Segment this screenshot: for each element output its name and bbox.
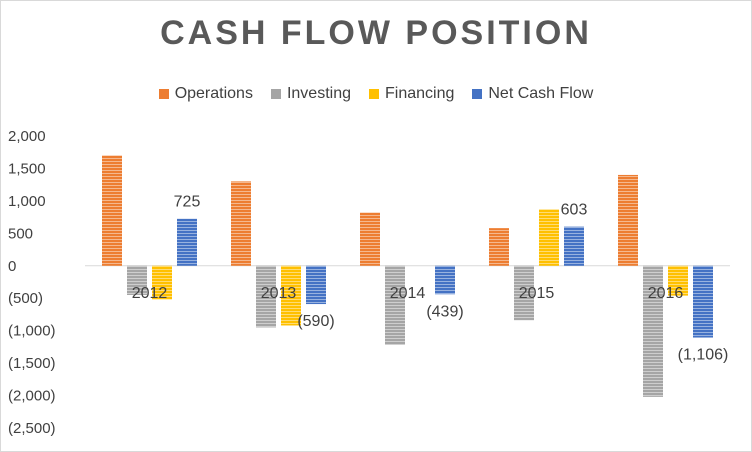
data-label-net-cash-flow: (1,106) — [678, 347, 729, 364]
bar-financing-2012 — [152, 265, 172, 300]
bar-investing-2015 — [514, 265, 534, 321]
bar-net-cash-flow-2014 — [435, 265, 455, 295]
y-tick-label: (1,500) — [8, 355, 56, 372]
legend-label-operations: Operations — [174, 85, 253, 102]
y-tick-label: (2,500) — [8, 420, 56, 437]
y-tick-label: (1,000) — [8, 323, 56, 340]
bar-financing-2013 — [281, 265, 301, 326]
legend-item-net-cash-flow: Net Cash Flow — [472, 85, 593, 103]
legend-swatch-operations — [158, 89, 169, 99]
legend-swatch-financing — [369, 89, 379, 99]
legend-item-investing: Investing — [270, 85, 351, 103]
bar-net-cash-flow-2012 — [177, 218, 197, 266]
y-tick-label: 2,000 — [8, 128, 46, 145]
bar-operations-2013 — [231, 181, 251, 266]
y-tick-label: 500 — [8, 225, 33, 242]
bar-investing-2016 — [643, 265, 663, 397]
data-label-net-cash-flow: 603 — [561, 202, 588, 219]
chart-title: CASH FLOW POSITION — [160, 14, 592, 52]
bar-operations-2014 — [360, 212, 380, 266]
legend-label-financing: Financing — [385, 85, 455, 102]
x-category-label: 2016 — [648, 285, 684, 302]
legend-item-financing: Financing — [369, 85, 454, 103]
legend-swatch-investing — [270, 89, 281, 99]
x-category-label: 2012 — [132, 285, 168, 302]
bar-investing-2013 — [256, 265, 276, 328]
y-tick-label: (2,000) — [8, 388, 56, 405]
y-tick-label: (500) — [8, 290, 43, 307]
legend-label-net-cash-flow: Net Cash Flow — [488, 85, 594, 102]
x-category-label: 2014 — [390, 285, 426, 302]
bar-net-cash-flow-2016 — [693, 265, 713, 338]
bar-operations-2015 — [489, 228, 509, 266]
legend-label-investing: Investing — [286, 85, 351, 102]
y-tick-label: 0 — [8, 258, 16, 275]
bar-operations-2012 — [102, 155, 122, 266]
bar-financing-2015 — [539, 209, 559, 266]
legend-item-operations: Operations — [158, 85, 253, 103]
x-category-label: 2015 — [519, 285, 555, 302]
x-category-label: 2013 — [261, 285, 297, 302]
data-label-net-cash-flow: 725 — [174, 194, 201, 211]
bar-financing-2016 — [668, 265, 688, 296]
chart-legend: Operations Investing Financing Net Cash … — [0, 85, 752, 103]
bar-net-cash-flow-2015 — [564, 226, 584, 266]
legend-swatch-net-cash-flow — [472, 89, 483, 99]
bar-investing-2014 — [385, 265, 405, 345]
bar-investing-2012 — [127, 265, 147, 295]
bar-net-cash-flow-2013 — [306, 265, 326, 305]
y-tick-label: 1,000 — [8, 193, 46, 210]
bar-operations-2016 — [618, 174, 638, 266]
data-label-net-cash-flow: (439) — [426, 303, 463, 320]
data-label-net-cash-flow: (590) — [297, 313, 334, 330]
y-tick-label: 1,500 — [8, 160, 46, 177]
